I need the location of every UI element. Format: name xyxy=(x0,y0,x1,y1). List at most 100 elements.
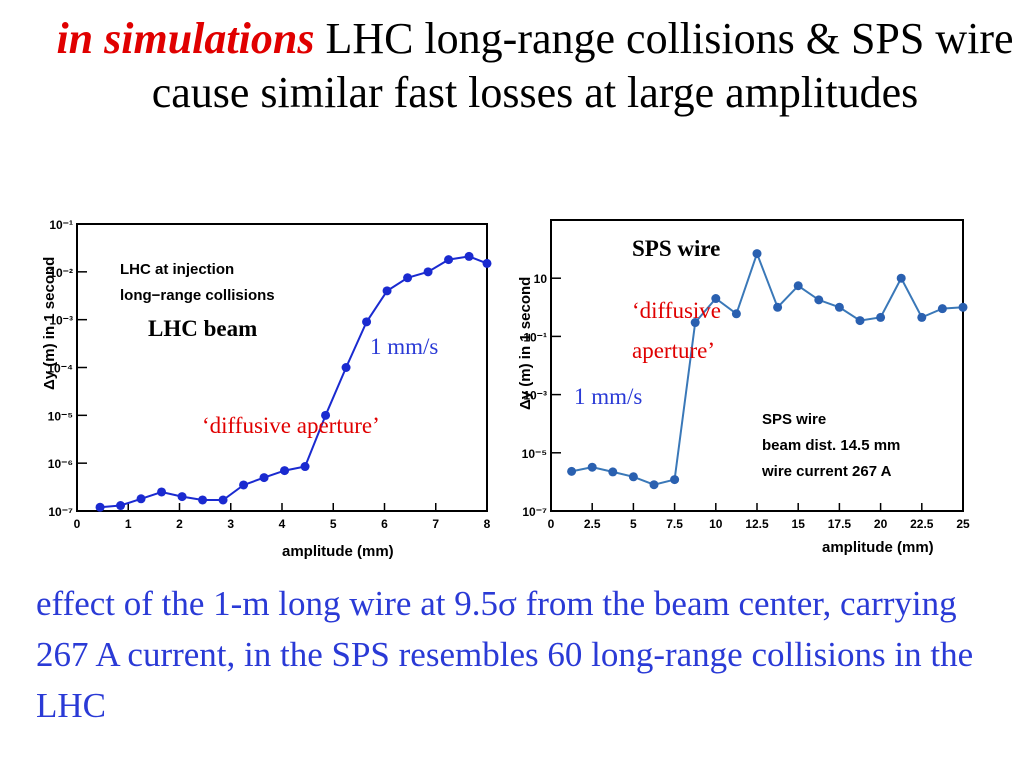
data-point xyxy=(157,487,167,497)
data-point xyxy=(670,475,680,485)
data-point xyxy=(793,281,803,291)
x-tick-label: 2.5 xyxy=(584,517,601,531)
data-point xyxy=(444,255,454,265)
x-tick-label: 5 xyxy=(330,517,337,531)
lhc-legend-line-2: long−range collisions xyxy=(120,287,275,304)
y-tick-label: 10⁻⁵ xyxy=(48,409,73,423)
data-point xyxy=(321,410,331,420)
sps-series-line xyxy=(571,250,964,486)
lhc-plot-frame xyxy=(76,223,488,512)
data-point xyxy=(917,312,927,322)
data-point xyxy=(628,472,638,482)
data-point xyxy=(177,492,187,502)
lhc-x-axis-label: amplitude (mm) xyxy=(282,543,394,560)
data-point xyxy=(834,302,844,312)
data-point xyxy=(773,302,783,312)
lhc-series-line xyxy=(100,255,488,509)
data-point xyxy=(116,501,126,511)
x-tick-label: 7.5 xyxy=(666,517,683,531)
caption-sigma: σ xyxy=(497,584,517,623)
lhc-y-ticks: 10⁻⁷ 10⁻⁶ 10⁻⁵ 10⁻⁴ 10⁻³ 10⁻² 10⁻¹ xyxy=(47,218,87,519)
lhc-speed-label: 1 mm/s xyxy=(370,334,438,359)
lhc-y-axis-label: Δy (m) in 1 second xyxy=(41,257,58,390)
data-point xyxy=(896,273,906,283)
slide-title: in simulations LHC long-range collisions… xyxy=(40,12,1024,120)
sps-speed-label: 1 mm/s xyxy=(574,384,642,409)
sps-legend-line-2: beam dist. 14.5 mm xyxy=(762,437,900,454)
data-point xyxy=(423,267,433,277)
data-point xyxy=(464,251,474,261)
data-point xyxy=(136,494,146,504)
lhc-series-points xyxy=(95,251,492,512)
sps-series-points xyxy=(567,249,968,490)
title-rest: LHC long-range collisions & SPS wire cau… xyxy=(151,14,1014,117)
sps-x-axis-label: amplitude (mm) xyxy=(822,539,934,556)
x-tick-label: 1 xyxy=(125,517,132,531)
lhc-chart: 0 1 2 3 4 5 6 7 8 10⁻⁷ 10⁻⁶ 10⁻⁵ 10⁻⁴ 10⁻³ 10⁻² 10⁻¹ a… xyxy=(41,218,492,560)
slide-caption: effect of the 1-m long wire at 9.5σ from… xyxy=(36,578,1006,731)
data-point xyxy=(855,316,865,326)
caption-text-after: from the beam center, carrying 267 A cur… xyxy=(36,584,974,725)
x-tick-label: 17.5 xyxy=(828,517,852,531)
x-tick-label: 20 xyxy=(874,517,888,531)
sps-y-axis-label: Δy (m) in 1 second xyxy=(517,277,534,410)
data-point xyxy=(341,363,351,372)
y-tick-label: 10⁻⁵ xyxy=(522,447,547,461)
x-tick-label: 2 xyxy=(176,517,183,531)
data-point xyxy=(382,286,392,296)
sps-x-ticks: 0 2.5 5 7.5 10 12.5 15 17.5 20 22.5 25 xyxy=(548,503,970,531)
y-tick-label: 10⁻⁷ xyxy=(522,505,547,519)
data-point xyxy=(731,309,741,319)
data-point xyxy=(403,273,413,283)
sps-wire-label: SPS wire xyxy=(632,236,720,261)
data-point xyxy=(239,480,249,490)
x-tick-label: 4 xyxy=(279,517,286,531)
data-point xyxy=(280,466,290,476)
sps-aperture-label-1: ‘diffusive xyxy=(632,298,721,323)
y-tick-label: 10⁻¹ xyxy=(49,218,73,232)
x-tick-label: 12.5 xyxy=(745,517,769,531)
y-tick-label: 10 xyxy=(534,272,548,286)
y-tick-label: 10⁻² xyxy=(49,266,73,280)
x-tick-label: 5 xyxy=(630,517,637,531)
sps-y-ticks: 10⁻⁷ 10⁻⁵ 10⁻³ 10⁻¹ 10 xyxy=(522,272,561,519)
sps-plot-frame xyxy=(550,219,964,512)
data-point xyxy=(362,317,372,327)
x-tick-label: 7 xyxy=(432,517,439,531)
data-point xyxy=(814,295,824,305)
x-tick-label: 0 xyxy=(74,517,81,531)
data-point xyxy=(482,258,492,268)
x-tick-label: 0 xyxy=(548,517,555,531)
data-point xyxy=(608,467,618,477)
x-tick-label: 22.5 xyxy=(910,517,934,531)
x-tick-label: 8 xyxy=(484,517,491,531)
title-highlight: in simulations xyxy=(56,14,315,63)
sps-legend-line-1: SPS wire xyxy=(762,411,826,428)
x-tick-label: 25 xyxy=(956,517,970,531)
data-point xyxy=(300,462,310,472)
y-tick-label: 10⁻³ xyxy=(49,314,73,328)
data-point xyxy=(958,302,968,312)
data-point xyxy=(198,495,208,505)
lhc-aperture-label: ‘diffusive aperture’ xyxy=(202,413,380,438)
y-tick-label: 10⁻³ xyxy=(523,389,547,403)
y-tick-label: 10⁻⁶ xyxy=(48,457,73,471)
data-point xyxy=(752,249,762,259)
x-tick-label: 6 xyxy=(381,517,388,531)
y-tick-label: 10⁻¹ xyxy=(523,330,547,344)
sps-legend-line-3: wire current 267 A xyxy=(761,463,892,480)
y-tick-label: 10⁻⁷ xyxy=(48,505,73,519)
data-point xyxy=(937,304,947,314)
data-point xyxy=(95,502,105,512)
data-point xyxy=(649,480,659,490)
lhc-x-ticks: 0 1 2 3 4 5 6 7 8 xyxy=(74,503,491,531)
caption-text-before: effect of the 1-m long wire at 9.5 xyxy=(36,584,498,623)
data-point xyxy=(876,312,886,322)
data-point xyxy=(218,495,228,505)
data-point xyxy=(690,318,700,328)
sps-aperture-label-2: aperture’ xyxy=(632,338,715,363)
x-tick-label: 3 xyxy=(227,517,234,531)
data-point xyxy=(711,294,721,304)
lhc-legend-line-1: LHC at injection xyxy=(120,261,234,278)
data-point xyxy=(567,466,577,476)
